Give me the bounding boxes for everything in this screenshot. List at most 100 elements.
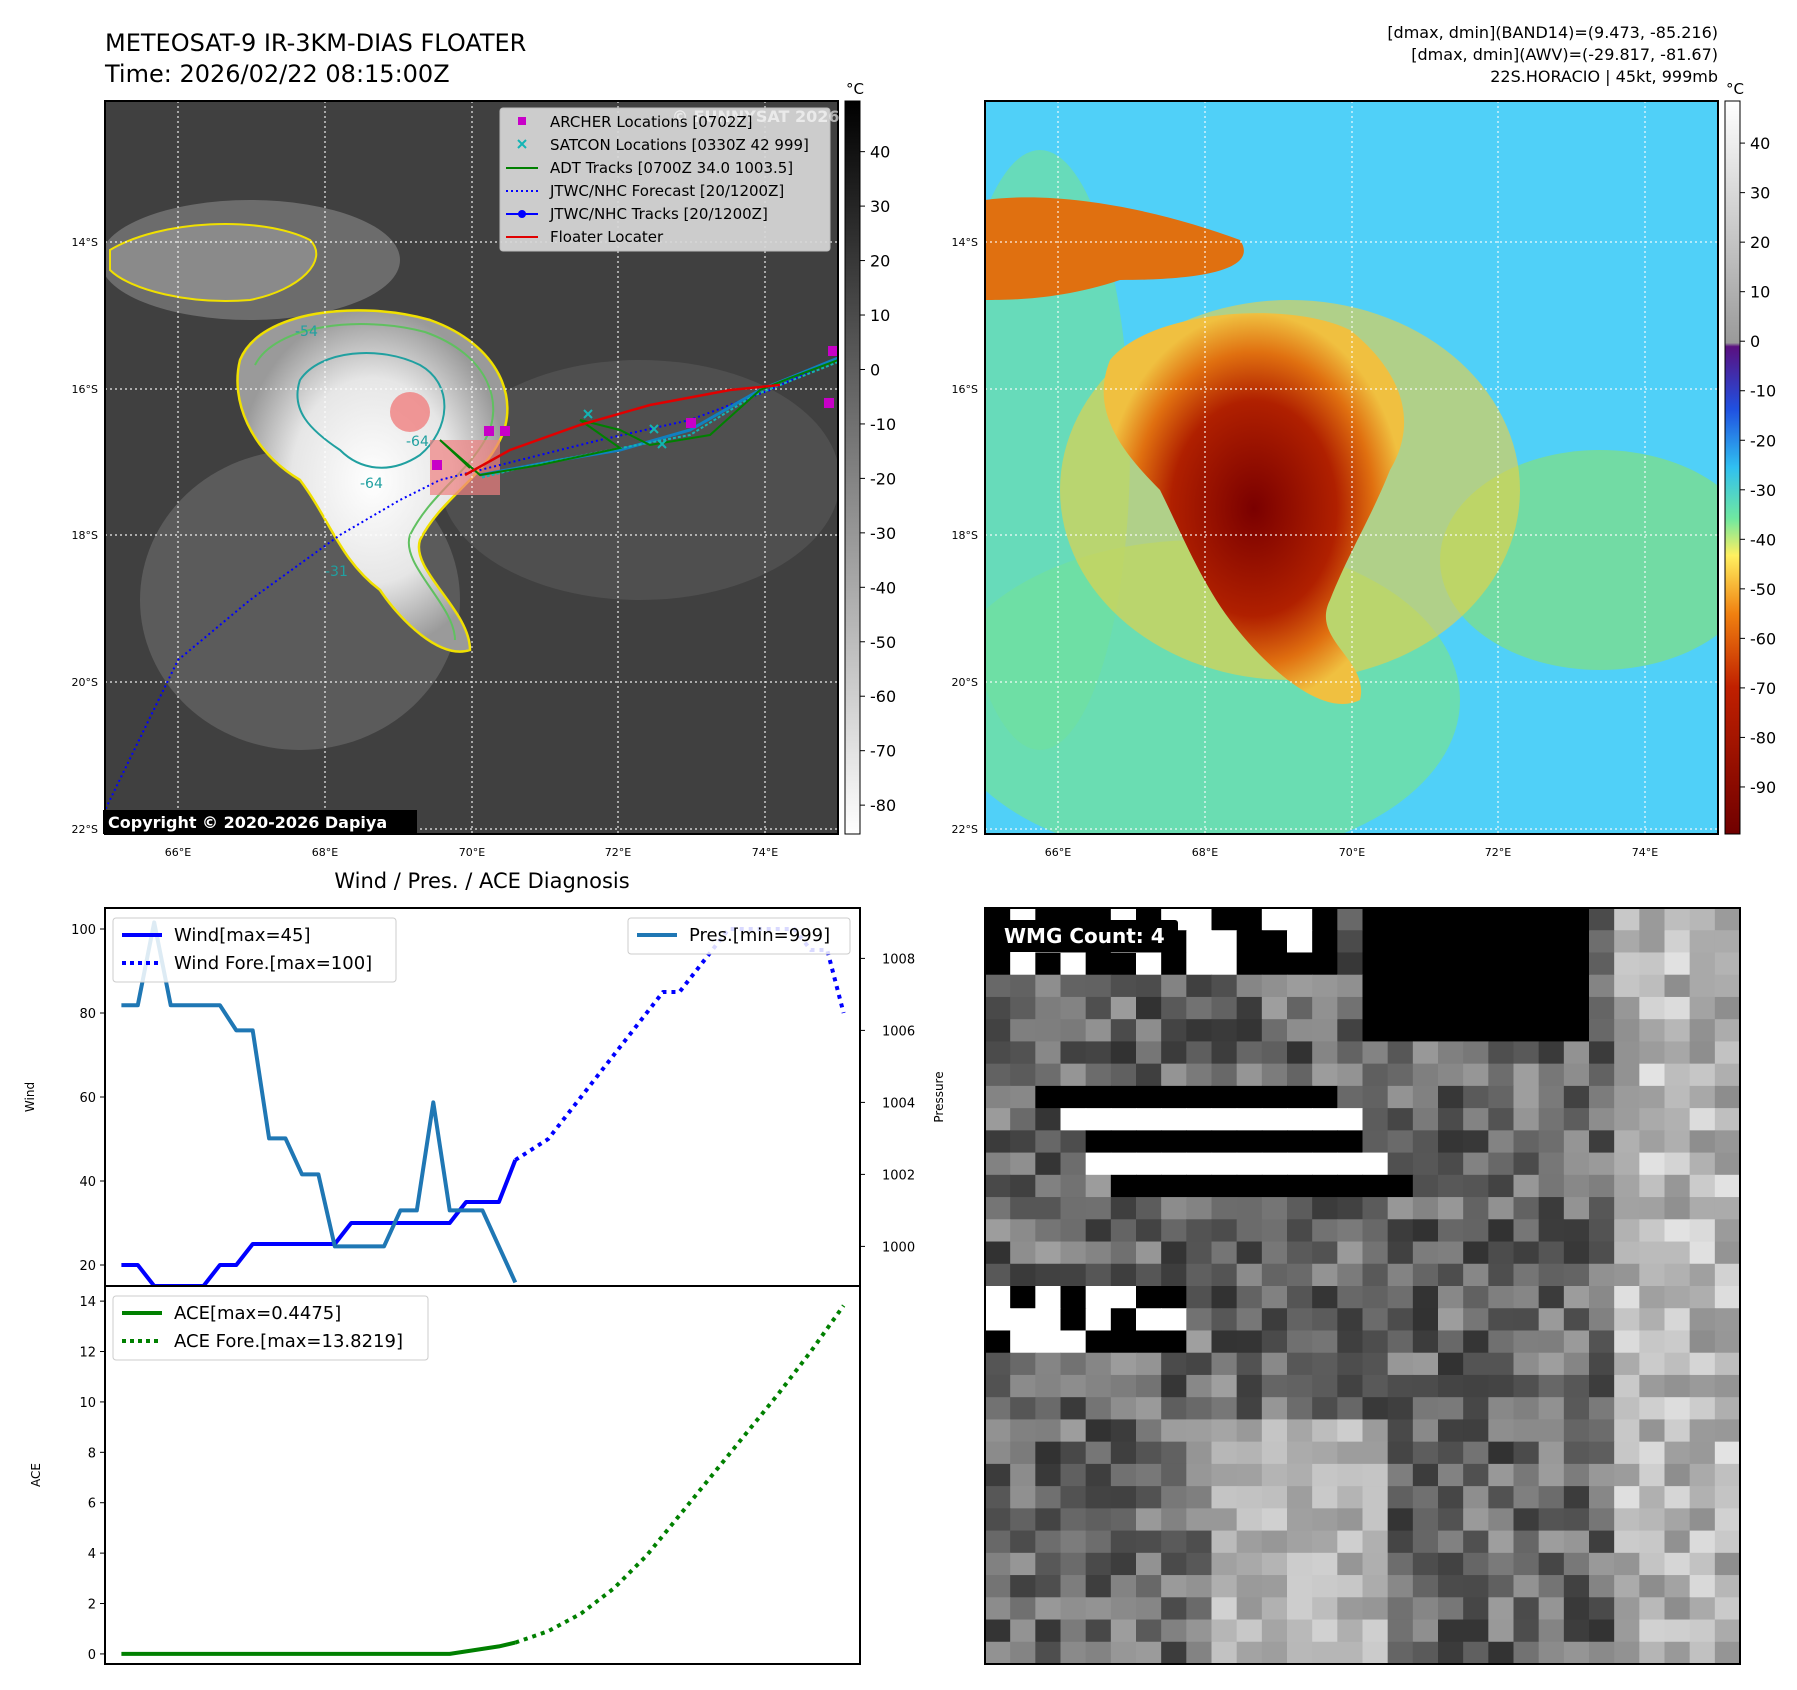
- wmg-cell: [1463, 996, 1489, 1020]
- wmg-cell: [1664, 1219, 1691, 1243]
- wmg-cell: [1513, 1063, 1540, 1087]
- wmg-cell: [1110, 1374, 1137, 1398]
- wmg-cell: [1664, 1085, 1691, 1109]
- wmg-cell: [1287, 1174, 1313, 1198]
- wmg-cell: [1161, 1241, 1187, 1265]
- awv-lon-74: 74°E: [1632, 846, 1658, 859]
- wmg-cell: [1060, 1552, 1087, 1576]
- wmg-cell: [1387, 996, 1414, 1020]
- wmg-cell: [1211, 1286, 1238, 1309]
- wmg-cell: [1438, 974, 1464, 998]
- wmg-cell: [1236, 974, 1263, 998]
- wmg-cell: [1287, 1330, 1313, 1354]
- wmg-cell: [1287, 1308, 1313, 1332]
- wmg-cell: [1563, 1641, 1590, 1665]
- wmg-cell: [1639, 1308, 1666, 1332]
- wmg-cell: [1714, 1641, 1741, 1665]
- ir-lat-20: 20°S: [72, 676, 98, 689]
- wmg-cell: [1614, 1241, 1640, 1265]
- wmg-cell: [1110, 1286, 1137, 1309]
- wmg-cell: [1513, 1530, 1540, 1554]
- wmg-cell: [1110, 1641, 1137, 1665]
- wmg-cell: [1110, 1241, 1137, 1265]
- wmg-cell: [1186, 1619, 1213, 1643]
- wmg-cell: [1589, 1241, 1615, 1265]
- wmg-cell: [1689, 1019, 1716, 1043]
- wmg-cell: [1085, 1174, 1112, 1198]
- wmg-cell: [1060, 1463, 1087, 1487]
- wmg-cell: [1236, 1374, 1263, 1398]
- wmg-cell: [985, 1641, 1011, 1665]
- wmg-cell: [1639, 1530, 1666, 1554]
- wmg-cell: [1639, 1019, 1666, 1043]
- wmg-cell: [1639, 1397, 1666, 1421]
- wmg-cell: [1085, 1486, 1112, 1509]
- wmg-cell: [1438, 1619, 1464, 1643]
- wmg-cell: [1614, 1330, 1640, 1354]
- wmg-cell: [1412, 1330, 1439, 1354]
- wmg-cell: [1362, 1286, 1389, 1309]
- wmg-cell: [1639, 1085, 1666, 1109]
- wmg-cell: [1463, 930, 1489, 954]
- awv-lon-68: 68°E: [1192, 846, 1218, 859]
- wmg-cell: [1211, 1019, 1238, 1043]
- wmg-cell: [1563, 952, 1590, 976]
- wmg-cell: [1110, 996, 1137, 1020]
- wmg-cell: [1664, 1108, 1691, 1131]
- pressure-ylabel: Pressure: [932, 1071, 946, 1122]
- wmg-cell: [1161, 1463, 1187, 1487]
- wmg-cell: [1060, 1530, 1087, 1554]
- wmg-cell: [1362, 1041, 1389, 1065]
- wmg-cell: [1714, 1241, 1741, 1265]
- wmg-cell: [1438, 1530, 1464, 1554]
- wmg-cell: [1211, 1219, 1238, 1243]
- wmg-cell: [1161, 1641, 1187, 1665]
- wmg-cell: [1714, 1575, 1741, 1598]
- wmg-cell: [1337, 1174, 1364, 1198]
- legend-ace-fore-label: ACE Fore.[max=13.8219]: [174, 1331, 403, 1352]
- wmg-cell: [985, 1397, 1011, 1421]
- wmg-cell: [1362, 1552, 1389, 1576]
- wmg-cell: [1261, 1085, 1288, 1109]
- wmg-cell: [1010, 1486, 1036, 1509]
- wmg-cell: [1664, 1352, 1691, 1376]
- wmg-cell: [1060, 1419, 1087, 1443]
- wmg-cell: [1035, 996, 1062, 1020]
- wmg-cell: [1287, 1575, 1313, 1598]
- wmg-cell: [1563, 1619, 1590, 1643]
- wmg-cell: [1287, 1441, 1313, 1465]
- wmg-cell: [985, 1486, 1011, 1509]
- pressure-ytick-label: 1002: [882, 1168, 915, 1183]
- wmg-cell: [985, 1419, 1011, 1443]
- wmg-cell: [1689, 1463, 1716, 1487]
- wmg-cell: [1463, 908, 1489, 931]
- wmg-cell: [1614, 908, 1640, 931]
- wmg-cell: [1186, 1152, 1213, 1176]
- wmg-cell: [1261, 1397, 1288, 1421]
- wmg-cell: [1664, 1241, 1691, 1265]
- wmg-cell: [1488, 1352, 1515, 1376]
- wmg-cell: [1488, 1152, 1515, 1176]
- wmg-cell: [1689, 1597, 1716, 1621]
- wmg-cell: [1211, 1308, 1238, 1332]
- wind-legend: Wind[max=45] Wind Fore.[max=100]: [112, 917, 397, 983]
- wmg-cell: [1412, 1552, 1439, 1576]
- wmg-cell: [1035, 1352, 1062, 1376]
- wmg-cell: [1563, 1063, 1590, 1087]
- wmg-cell: [1488, 1286, 1515, 1309]
- wmg-cell: [1589, 1330, 1615, 1354]
- wmg-cell: [1261, 974, 1288, 998]
- wmg-cell: [1513, 1552, 1540, 1576]
- wmg-cell: [1287, 1419, 1313, 1443]
- wmg-cell: [1186, 1197, 1213, 1220]
- wmg-cell: [1714, 1397, 1741, 1421]
- wmg-cell: [1714, 996, 1741, 1020]
- wmg-cell: [1010, 1552, 1036, 1576]
- wmg-cell: [1664, 974, 1691, 998]
- wmg-cell: [1488, 1063, 1515, 1087]
- wmg-cell: [1236, 1641, 1263, 1665]
- wmg-cell: [1538, 1330, 1565, 1354]
- wmg-cell: [1614, 1619, 1640, 1643]
- wmg-cell: [1110, 1486, 1137, 1509]
- wmg-cell: [1136, 974, 1162, 998]
